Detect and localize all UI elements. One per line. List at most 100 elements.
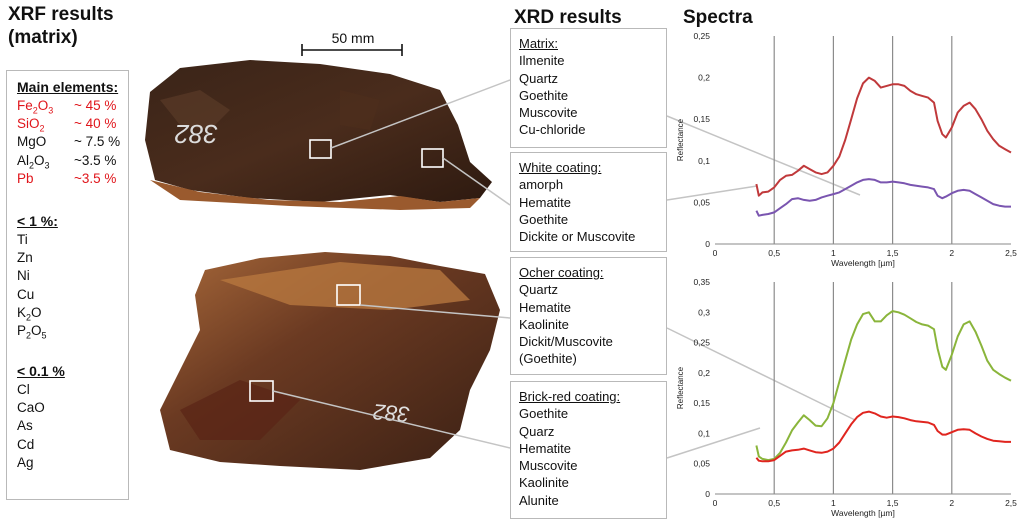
- main-element-row: Pb ~3.5 %: [17, 170, 118, 188]
- trace-element: CaO: [17, 400, 45, 416]
- xrd-box: Matrix: Ilmenite Quartz Goethite Muscovite Cu…: [510, 28, 667, 148]
- main-element-row: Al2O3 ~3.5 %: [17, 152, 118, 171]
- trace-element: Ti: [17, 232, 28, 247]
- spectrum-line-0: [755, 310, 1012, 462]
- mineral-item: Quartz: [519, 282, 559, 298]
- mineral-item: Muscovite: [519, 105, 578, 121]
- element-value: ~ 7.5 %: [74, 134, 121, 150]
- trace-element: Cl: [17, 382, 30, 397]
- element-name: Al2O3: [17, 152, 50, 171]
- main-element-row: MgO ~ 7.5 %: [17, 133, 121, 151]
- mineral-item: Kaolinite: [519, 316, 569, 332]
- mineral-item: amorph: [519, 177, 564, 193]
- y-axis-label: Reflectance: [676, 118, 685, 161]
- mineral-item: Goethite: [519, 211, 569, 227]
- y-tick-label: 0,2: [698, 368, 710, 378]
- x-tick-label: 1,5: [887, 498, 899, 508]
- y-tick-label: 0,15: [693, 398, 710, 408]
- mineral-item: Hematite: [519, 194, 572, 210]
- trace-element: As: [17, 418, 33, 434]
- xrd-title: XRD results: [514, 7, 622, 28]
- xrf-below-1pct: < 1 %: Ti Zn Ni Cu K2O P2O5: [17, 211, 58, 341]
- connector-brick-spectrum: [666, 427, 761, 459]
- xrf-title: XRF results (matrix): [8, 3, 114, 49]
- mineral-item: Quartz: [519, 70, 559, 86]
- xrd-box-title: Matrix:: [519, 36, 558, 51]
- trace-element: Cu: [17, 286, 35, 302]
- element-value: ~3.5 %: [74, 152, 117, 168]
- y-tick-label: 0,05: [693, 197, 710, 207]
- spectrum-line-1: [755, 410, 1011, 463]
- scale-bar-label: 50 mm: [331, 30, 375, 46]
- element-name: MgO: [17, 134, 47, 150]
- xrd-box-title: Ocher coating:: [519, 265, 604, 280]
- mineral-item: Muscovite: [519, 458, 578, 474]
- x-tick-label: 2: [949, 248, 954, 258]
- mineral-item: Cu-chloride: [519, 122, 586, 138]
- mineral-item: Hematite: [519, 440, 572, 456]
- trace-element: Ag: [17, 454, 34, 470]
- x-axis-label: Wavelength [µm]: [831, 508, 895, 518]
- main-element-row: Fe2O3 ~ 45 %: [17, 97, 118, 116]
- connector-ocher-spectrum: [666, 327, 856, 421]
- xrf-results-box: Main elements: Fe2O3 ~ 45 % SiO2 ~ 40 % MgO ~…: [6, 70, 129, 500]
- x-tick-label: 1: [831, 248, 836, 258]
- connector-white-spectrum: [666, 185, 758, 201]
- y-tick-label: 0,35: [693, 277, 710, 287]
- y-tick-label: 0,2: [698, 73, 710, 83]
- x-tick-label: 0: [713, 498, 718, 508]
- element-name: SiO2: [17, 116, 45, 134]
- mineral-item: Dickit/Muscovite: [519, 334, 613, 350]
- x-tick-label: 1: [831, 498, 836, 508]
- below-01pct-list: Cl CaO As Cd Ag: [17, 381, 65, 472]
- main-elements-list: Fe2O3 ~ 45 % SiO2 ~ 40 % MgO ~ 7.5 % Al2O3 ~3.5…: [17, 97, 121, 188]
- trace-element: Ni: [17, 268, 30, 284]
- connector-matrix-spectrum: [666, 115, 861, 196]
- y-tick-label: 0,3: [698, 307, 710, 317]
- main-elements-heading: Main elements:: [17, 79, 119, 95]
- xrf-title-line1: XRF results: [8, 4, 114, 25]
- rock-sample-upper: 382: [145, 60, 492, 210]
- x-tick-label: 0,5: [768, 248, 780, 258]
- trace-element: Cd: [17, 436, 35, 452]
- y-tick-label: 0,1: [698, 428, 710, 438]
- matrix-marker: [309, 139, 332, 159]
- x-tick-label: 2: [949, 498, 954, 508]
- y-tick-label: 0,05: [693, 459, 710, 469]
- element-value: ~ 40 %: [74, 116, 117, 132]
- x-tick-label: 2,5: [1005, 498, 1017, 508]
- mineral-item: Goethite: [519, 406, 569, 422]
- y-tick-label: 0: [705, 239, 710, 249]
- x-tick-label: 0,5: [768, 498, 780, 508]
- spectra-charts: 0 0,5 1 1,5 2 2,5 0 0,05 0,1 0,15 0,2 0,25 Wavelengt…: [676, 31, 1017, 518]
- below-1pct-list: Ti Zn Ni Cu K2O P2O5: [17, 231, 58, 341]
- spectrum-line-0: [755, 76, 1012, 197]
- mineral-item: Hematite: [519, 299, 572, 315]
- ocher-coating-marker: [336, 284, 361, 306]
- spectrum-line-1: [755, 178, 1011, 217]
- x-tick-label: 0: [713, 248, 718, 258]
- y-tick-label: 0,1: [698, 156, 710, 166]
- xrd-box-title: White coating:: [519, 160, 602, 175]
- below-01pct-heading: < 0.1 %: [17, 363, 65, 379]
- trace-element: Zn: [17, 250, 33, 266]
- xrf-title-line2: (matrix): [8, 27, 78, 48]
- sample-label-upper: 382: [174, 119, 218, 149]
- connector-ocher: [359, 304, 511, 319]
- connector-matrix: [330, 79, 511, 149]
- trace-element: K2O: [17, 304, 42, 323]
- main-element-row: SiO2 ~ 40 %: [17, 115, 118, 134]
- mineral-item: Quarz: [519, 423, 555, 439]
- rock-photos: 382 382: [145, 44, 500, 470]
- xrf-main-elements: Main elements: Fe2O3 ~ 45 % SiO2 ~ 40 % MgO ~…: [17, 77, 121, 188]
- connector-brick: [272, 390, 511, 449]
- y-tick-label: 0,15: [693, 114, 710, 124]
- xrd-box-title: Brick-red coating:: [519, 389, 621, 404]
- y-tick-label: 0,25: [693, 31, 710, 41]
- x-tick-label: 1,5: [887, 248, 899, 258]
- connector-white: [442, 157, 511, 206]
- trace-element: P2O5: [17, 322, 47, 341]
- xrd-box: Brick-red coating: Goethite Quarz Hematite M…: [510, 381, 667, 519]
- mineral-item: Goethite: [519, 87, 569, 103]
